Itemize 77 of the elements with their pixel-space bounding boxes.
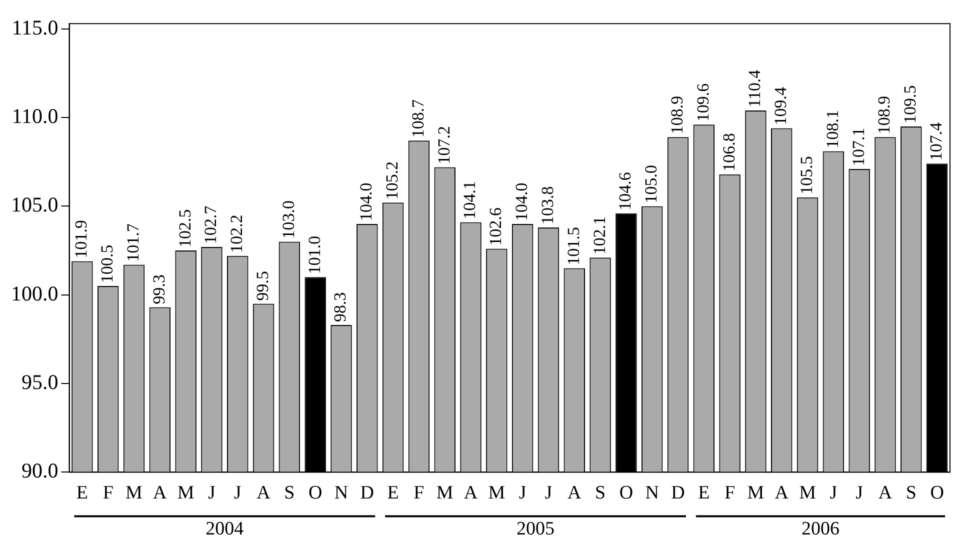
x-tick-label: M [177, 482, 194, 504]
x-tick-label: E [76, 482, 88, 504]
data-label: 101.9 [72, 220, 91, 258]
data-label: 108.9 [667, 96, 686, 134]
x-tick-label: E [387, 482, 399, 504]
x-tick-label: E [698, 482, 710, 504]
x-tick-label: A [568, 482, 582, 504]
x-tick-label: M [488, 482, 506, 504]
data-label: 109.6 [693, 83, 712, 122]
x-tick-label: S [284, 482, 295, 504]
data-label: 110.4 [745, 69, 764, 108]
data-label: 103.0 [278, 200, 298, 239]
data-label: 102.7 [201, 205, 220, 244]
x-tick-label: F [414, 482, 424, 504]
x-tick-label: O [930, 482, 944, 504]
x-tick-label: J [208, 482, 216, 504]
x-tick-label: J [518, 482, 526, 504]
data-label: 104.1 [460, 180, 480, 220]
x-tick-label: S [906, 482, 916, 504]
data-label: 106.8 [719, 133, 738, 172]
x-tick-label: O [619, 482, 634, 504]
x-tick-label: O [308, 482, 322, 504]
x-tick-label: J [544, 482, 552, 504]
x-tick-label: M [126, 482, 143, 504]
x-tick-label: F [102, 482, 114, 504]
data-label: 107.1 [848, 128, 868, 166]
data-label: 104.0 [356, 182, 376, 221]
x-tick-label: M [747, 482, 764, 504]
data-label: 108.7 [408, 98, 428, 138]
data-label: 105.0 [642, 164, 661, 204]
x-tick-label: J [234, 482, 242, 504]
data-label: 100.5 [98, 244, 117, 284]
text: 2006 [801, 518, 840, 540]
data-label: 109.5 [900, 85, 920, 124]
data-label: 108.1 [822, 110, 842, 148]
text: 2004 [206, 518, 244, 540]
data-label: 102.5 [175, 209, 194, 248]
data-label: 108.9 [874, 96, 894, 134]
data-label: 98.3 [330, 292, 350, 322]
data-label: 99.3 [149, 274, 168, 304]
data-label: 103.8 [538, 186, 557, 225]
x-tick-label: D [671, 482, 685, 504]
data-label: 104.0 [512, 182, 532, 221]
x-tick-label: N [645, 482, 660, 504]
data-label: 102.1 [590, 216, 609, 255]
x-tick-label: A [878, 482, 892, 504]
x-tick-label: N [334, 482, 348, 504]
x-tick-label: S [595, 482, 606, 504]
data-label: 107.2 [434, 126, 454, 164]
y-tick-label: 95.0 [22, 370, 58, 394]
x-tick-label: A [153, 482, 168, 504]
data-label: 109.4 [771, 86, 790, 126]
data-label: 102.6 [486, 208, 506, 246]
y-tick-label: 110.0 [12, 104, 58, 128]
data-label: 101.0 [304, 236, 324, 274]
x-tick-label: J [830, 482, 838, 504]
y-tick-label: 100.0 [11, 281, 58, 306]
data-label: 101.7 [123, 222, 142, 262]
x-tick-label: A [774, 482, 789, 504]
x-tick-label: M [436, 482, 454, 504]
x-tick-label: A [464, 482, 478, 504]
data-label: 105.5 [796, 156, 816, 194]
y-tick-label: 115.0 [12, 15, 58, 40]
data-label: 102.2 [227, 214, 246, 253]
y-tick-label: 105.0 [11, 192, 58, 217]
data-label: 104.6 [616, 172, 635, 210]
x-tick-label: F [724, 482, 736, 504]
x-tick-label: D [360, 482, 374, 504]
data-label: 101.5 [564, 227, 583, 266]
text: 2005 [516, 518, 555, 540]
x-tick-label: A [256, 482, 271, 504]
data-label: 99.5 [253, 271, 272, 301]
x-tick-label: M [799, 482, 816, 504]
data-label: 107.4 [926, 122, 946, 161]
x-tick-label: J [856, 482, 864, 504]
y-tick-label: 90.0 [22, 458, 58, 483]
data-label: 105.2 [382, 161, 402, 200]
